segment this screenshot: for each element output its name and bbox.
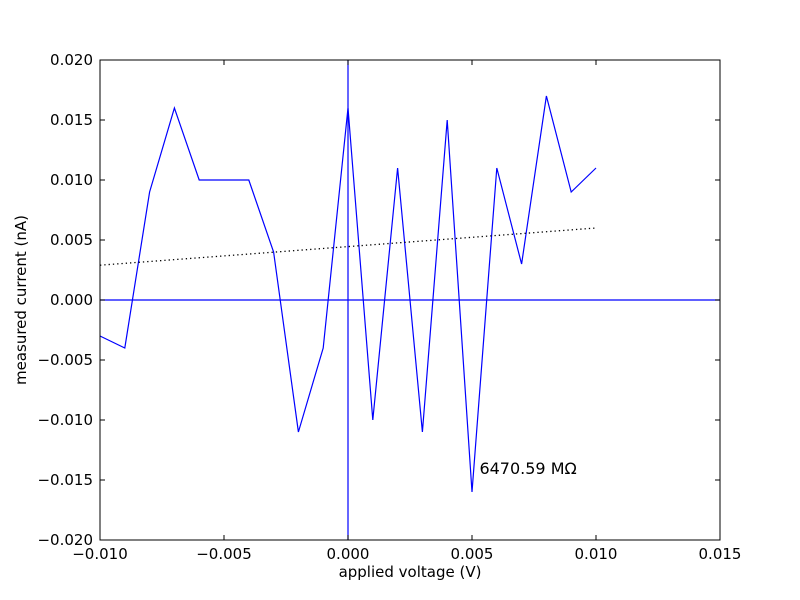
x-tick-label: 0.015	[699, 545, 742, 563]
x-tick-label: −0.005	[196, 545, 252, 563]
y-tick-label: 0.020	[50, 51, 93, 69]
y-tick-label: 0.005	[50, 231, 93, 249]
resistance-annotation: 6470.59 MΩ	[479, 459, 576, 478]
fit-line-dotted	[99, 227, 597, 266]
x-tick-label: −0.010	[72, 545, 128, 563]
x-tick-label: 0.005	[451, 545, 494, 563]
y-tick-label: −0.005	[37, 351, 93, 369]
x-tick-label: 0.000	[327, 545, 370, 563]
y-tick-label: 0.000	[50, 291, 93, 309]
x-axis-label: applied voltage (V)	[339, 563, 482, 581]
y-tick-label: −0.015	[37, 471, 93, 489]
axis-ticks: −0.010 −0.005 0.000 0.005 0.010 0.015−0.020−0…	[37, 51, 741, 563]
plot-frame	[99, 59, 721, 541]
plot-content: 6470.59 MΩ	[99, 60, 720, 540]
y-axis-label: measured current (nA)	[12, 215, 30, 385]
y-tick-label: 0.015	[50, 111, 93, 129]
y-tick-label: 0.010	[50, 171, 93, 189]
y-tick-label: −0.020	[37, 531, 93, 549]
y-tick-label: −0.010	[37, 411, 93, 429]
measured-current-line	[99, 95, 597, 493]
x-tick-label: 0.010	[575, 545, 618, 563]
